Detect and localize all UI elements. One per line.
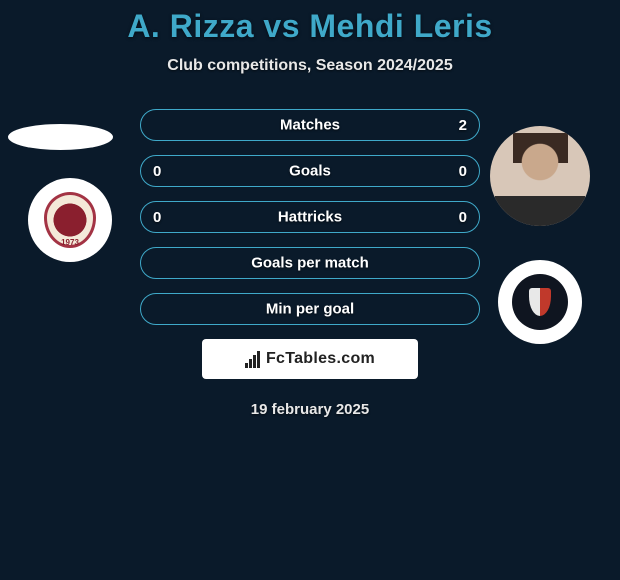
stat-label: Min per goal [266,301,354,318]
source-badge: FcTables.com [202,339,418,379]
stat-right-value: 0 [437,209,467,226]
club-left-crest: 1973 [28,178,112,262]
stat-label: Hattricks [278,209,342,226]
player-left-avatar [8,124,113,150]
page-title: A. Rizza vs Mehdi Leris [0,8,620,45]
stat-row-matches: Matches 2 [140,109,480,141]
stat-left-value: 0 [153,209,183,226]
stat-label: Goals [289,163,331,180]
stat-label: Matches [280,117,340,134]
stat-right-value: 0 [437,163,467,180]
stat-row-hattricks: 0 Hattricks 0 [140,201,480,233]
avatar-placeholder-icon [490,126,590,226]
stat-right-value: 2 [437,117,467,134]
stat-left-value: 0 [153,163,183,180]
club-right-crest [498,260,582,344]
player-right-avatar [490,126,590,226]
shield-icon [512,274,568,330]
stat-label: Goals per match [251,255,369,272]
shield-icon: 1973 [44,192,96,248]
bar-chart-icon [245,351,260,368]
subtitle: Club competitions, Season 2024/2025 [0,57,620,75]
source-badge-text: FcTables.com [266,350,375,368]
stat-row-min-per-goal: Min per goal [140,293,480,325]
club-left-year: 1973 [61,238,79,247]
footer-date: 19 february 2025 [0,401,620,418]
stat-row-goals: 0 Goals 0 [140,155,480,187]
stat-row-goals-per-match: Goals per match [140,247,480,279]
